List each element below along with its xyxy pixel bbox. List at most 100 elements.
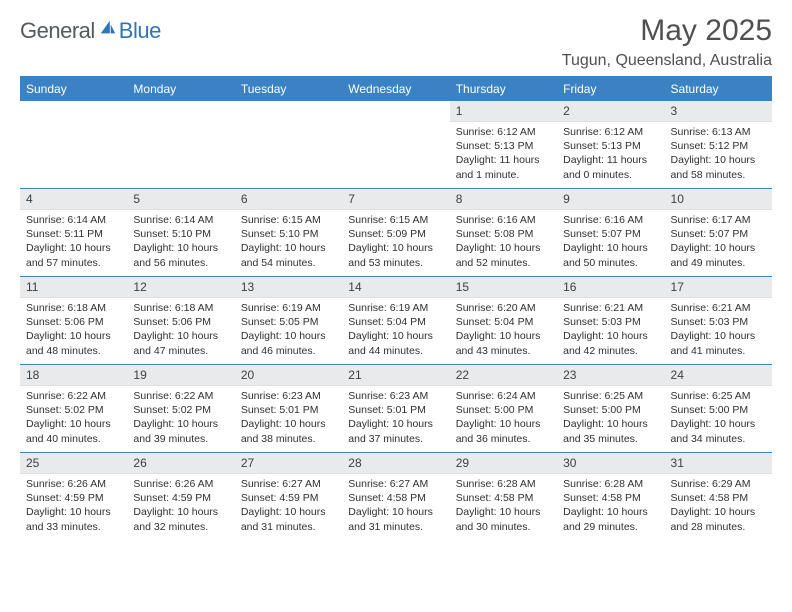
day-number: 25 [20, 453, 127, 474]
day-cell: 9Sunrise: 6:16 AMSunset: 5:07 PMDaylight… [557, 189, 664, 277]
col-monday: Monday [127, 77, 234, 101]
day-number: 12 [127, 277, 234, 298]
day-cell: 10Sunrise: 6:17 AMSunset: 5:07 PMDayligh… [665, 189, 772, 277]
day-cell: 5Sunrise: 6:14 AMSunset: 5:10 PMDaylight… [127, 189, 234, 277]
sunrise-line: Sunrise: 6:21 AM [671, 301, 766, 315]
col-friday: Friday [557, 77, 664, 101]
day-data: Sunrise: 6:15 AMSunset: 5:10 PMDaylight:… [235, 210, 342, 274]
day-data: Sunrise: 6:14 AMSunset: 5:11 PMDaylight:… [20, 210, 127, 274]
header-right: May 2025 Tugun, Queensland, Australia [562, 14, 772, 70]
col-sunday: Sunday [20, 77, 127, 101]
sunrise-line: Sunrise: 6:18 AM [26, 301, 121, 315]
day-number: 20 [235, 365, 342, 386]
day-cell: 6Sunrise: 6:15 AMSunset: 5:10 PMDaylight… [235, 189, 342, 277]
sunset-line: Sunset: 5:05 PM [241, 315, 336, 329]
sunset-line: Sunset: 5:01 PM [241, 403, 336, 417]
sunset-line: Sunset: 5:06 PM [133, 315, 228, 329]
day-data: Sunrise: 6:16 AMSunset: 5:08 PMDaylight:… [450, 210, 557, 274]
day-cell: 17Sunrise: 6:21 AMSunset: 5:03 PMDayligh… [665, 277, 772, 365]
page-header: General Blue May 2025 Tugun, Queensland,… [20, 14, 772, 70]
day-cell: 19Sunrise: 6:22 AMSunset: 5:02 PMDayligh… [127, 365, 234, 453]
daylight-line: Daylight: 10 hours and 40 minutes. [26, 417, 121, 445]
day-number: 19 [127, 365, 234, 386]
day-data: Sunrise: 6:25 AMSunset: 5:00 PMDaylight:… [665, 386, 772, 450]
sunset-line: Sunset: 5:02 PM [133, 403, 228, 417]
sunrise-line: Sunrise: 6:16 AM [563, 213, 658, 227]
day-number: 15 [450, 277, 557, 298]
day-data: Sunrise: 6:13 AMSunset: 5:12 PMDaylight:… [665, 122, 772, 186]
sunrise-line: Sunrise: 6:25 AM [563, 389, 658, 403]
daylight-line: Daylight: 10 hours and 56 minutes. [133, 241, 228, 269]
sunset-line: Sunset: 5:13 PM [456, 139, 551, 153]
daylight-line: Daylight: 10 hours and 44 minutes. [348, 329, 443, 357]
sunrise-line: Sunrise: 6:22 AM [26, 389, 121, 403]
sunrise-line: Sunrise: 6:12 AM [563, 125, 658, 139]
sunset-line: Sunset: 5:00 PM [456, 403, 551, 417]
day-data: Sunrise: 6:22 AMSunset: 5:02 PMDaylight:… [20, 386, 127, 450]
day-number: 8 [450, 189, 557, 210]
sunset-line: Sunset: 4:59 PM [133, 491, 228, 505]
day-cell: 20Sunrise: 6:23 AMSunset: 5:01 PMDayligh… [235, 365, 342, 453]
col-tuesday: Tuesday [235, 77, 342, 101]
daylight-line: Daylight: 10 hours and 54 minutes. [241, 241, 336, 269]
sunrise-line: Sunrise: 6:18 AM [133, 301, 228, 315]
day-number: 10 [665, 189, 772, 210]
daylight-line: Daylight: 10 hours and 30 minutes. [456, 505, 551, 533]
sunset-line: Sunset: 5:13 PM [563, 139, 658, 153]
day-data: Sunrise: 6:26 AMSunset: 4:59 PMDaylight:… [20, 474, 127, 538]
sunrise-line: Sunrise: 6:26 AM [26, 477, 121, 491]
day-data: Sunrise: 6:20 AMSunset: 5:04 PMDaylight:… [450, 298, 557, 362]
day-data: Sunrise: 6:12 AMSunset: 5:13 PMDaylight:… [450, 122, 557, 186]
sunrise-line: Sunrise: 6:27 AM [348, 477, 443, 491]
sunset-line: Sunset: 4:59 PM [26, 491, 121, 505]
day-data: Sunrise: 6:16 AMSunset: 5:07 PMDaylight:… [557, 210, 664, 274]
sunset-line: Sunset: 5:01 PM [348, 403, 443, 417]
sunset-line: Sunset: 5:10 PM [241, 227, 336, 241]
sunrise-line: Sunrise: 6:26 AM [133, 477, 228, 491]
sunrise-line: Sunrise: 6:13 AM [671, 125, 766, 139]
day-number: 5 [127, 189, 234, 210]
day-number: 4 [20, 189, 127, 210]
sunset-line: Sunset: 5:11 PM [26, 227, 121, 241]
day-number: 18 [20, 365, 127, 386]
daylight-line: Daylight: 10 hours and 31 minutes. [348, 505, 443, 533]
day-data: Sunrise: 6:14 AMSunset: 5:10 PMDaylight:… [127, 210, 234, 274]
sunrise-line: Sunrise: 6:12 AM [456, 125, 551, 139]
day-data: Sunrise: 6:19 AMSunset: 5:05 PMDaylight:… [235, 298, 342, 362]
day-cell: 21Sunrise: 6:23 AMSunset: 5:01 PMDayligh… [342, 365, 449, 453]
day-cell: 26Sunrise: 6:26 AMSunset: 4:59 PMDayligh… [127, 453, 234, 541]
day-cell: 2 Sunrise: 6:12 AMSunset: 5:13 PMDaylight… [557, 101, 664, 189]
day-data: Sunrise: 6:26 AMSunset: 4:59 PMDaylight:… [127, 474, 234, 538]
day-cell: .. [342, 101, 449, 189]
day-data: Sunrise: 6:18 AMSunset: 5:06 PMDaylight:… [127, 298, 234, 362]
daylight-line: Daylight: 10 hours and 57 minutes. [26, 241, 121, 269]
sunset-line: Sunset: 5:00 PM [563, 403, 658, 417]
daylight-line: Daylight: 10 hours and 28 minutes. [671, 505, 766, 533]
day-cell: 4Sunrise: 6:14 AMSunset: 5:11 PMDaylight… [20, 189, 127, 277]
sunrise-line: Sunrise: 6:23 AM [241, 389, 336, 403]
day-number: 2 [557, 101, 664, 122]
day-cell: 15Sunrise: 6:20 AMSunset: 5:04 PMDayligh… [450, 277, 557, 365]
sunrise-line: Sunrise: 6:20 AM [456, 301, 551, 315]
day-cell: 7Sunrise: 6:15 AMSunset: 5:09 PMDaylight… [342, 189, 449, 277]
sunrise-line: Sunrise: 6:28 AM [563, 477, 658, 491]
day-data: Sunrise: 6:18 AMSunset: 5:06 PMDaylight:… [20, 298, 127, 362]
col-thursday: Thursday [450, 77, 557, 101]
day-data: Sunrise: 6:27 AMSunset: 4:58 PMDaylight:… [342, 474, 449, 538]
day-number: 13 [235, 277, 342, 298]
daylight-line: Daylight: 10 hours and 46 minutes. [241, 329, 336, 357]
sunset-line: Sunset: 4:58 PM [348, 491, 443, 505]
day-cell: 22Sunrise: 6:24 AMSunset: 5:00 PMDayligh… [450, 365, 557, 453]
logo-text-general: General [20, 18, 95, 44]
sunset-line: Sunset: 4:58 PM [456, 491, 551, 505]
sunrise-line: Sunrise: 6:15 AM [348, 213, 443, 227]
sunrise-line: Sunrise: 6:23 AM [348, 389, 443, 403]
day-data: Sunrise: 6:23 AMSunset: 5:01 PMDaylight:… [235, 386, 342, 450]
day-data: Sunrise: 6:21 AMSunset: 5:03 PMDaylight:… [665, 298, 772, 362]
sunset-line: Sunset: 4:58 PM [563, 491, 658, 505]
col-saturday: Saturday [665, 77, 772, 101]
week-row: 11Sunrise: 6:18 AMSunset: 5:06 PMDayligh… [20, 277, 772, 365]
daylight-line: Daylight: 11 hours and 0 minutes. [563, 153, 658, 181]
day-number: 7 [342, 189, 449, 210]
day-number: 23 [557, 365, 664, 386]
